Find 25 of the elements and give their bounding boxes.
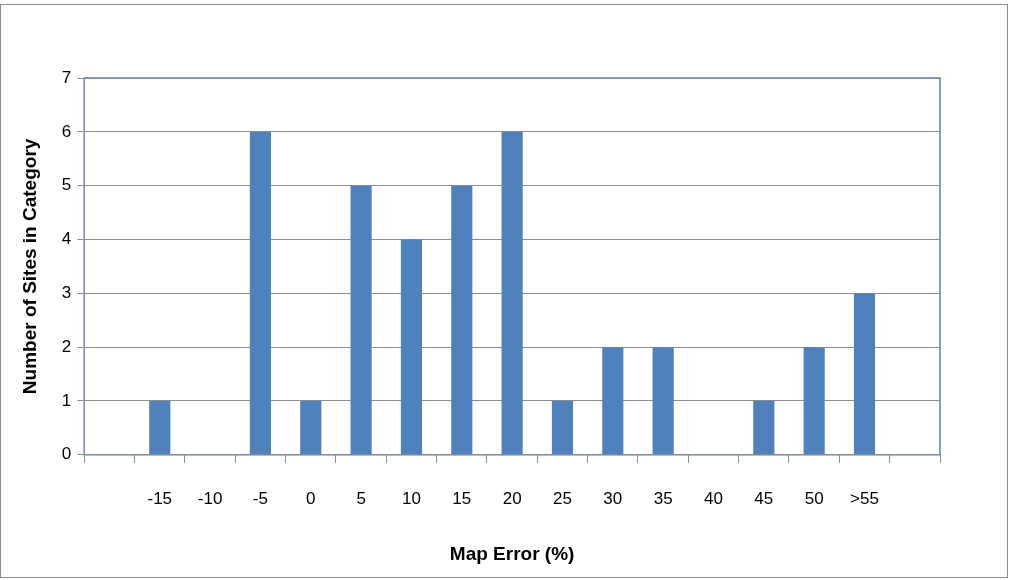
x-tick-label: -5 bbox=[252, 488, 268, 508]
y-tick-label: 7 bbox=[61, 67, 72, 87]
y-axis-title: Number of Sites in Category bbox=[18, 138, 40, 395]
x-tick-label: >55 bbox=[850, 488, 879, 508]
x-tick-label: 50 bbox=[804, 488, 824, 508]
y-tick-label: 2 bbox=[61, 336, 72, 356]
y-tick-label: 4 bbox=[61, 229, 72, 249]
x-tick-label: 25 bbox=[553, 488, 572, 508]
x-tick-label: 15 bbox=[452, 488, 472, 508]
x-tick-label: 40 bbox=[704, 488, 723, 508]
x-tick-label: 10 bbox=[401, 488, 421, 508]
x-tick-label: 30 bbox=[603, 488, 623, 508]
y-tick-label: 6 bbox=[61, 121, 72, 141]
x-tick-label: -15 bbox=[147, 488, 173, 508]
y-tick-label: 0 bbox=[61, 444, 72, 464]
x-tick-label: 45 bbox=[754, 488, 774, 508]
y-tick-label: 1 bbox=[61, 390, 72, 410]
x-axis-title: Map Error (%) bbox=[449, 542, 575, 564]
x-tick-label: 0 bbox=[306, 488, 316, 508]
x-tick-label: -10 bbox=[197, 488, 223, 508]
x-tick-label: 5 bbox=[356, 488, 366, 508]
x-tick-label: 35 bbox=[653, 488, 673, 508]
y-tick-label: 5 bbox=[61, 175, 72, 195]
x-tick-label: 20 bbox=[502, 488, 522, 508]
y-tick-label: 3 bbox=[61, 283, 72, 302]
